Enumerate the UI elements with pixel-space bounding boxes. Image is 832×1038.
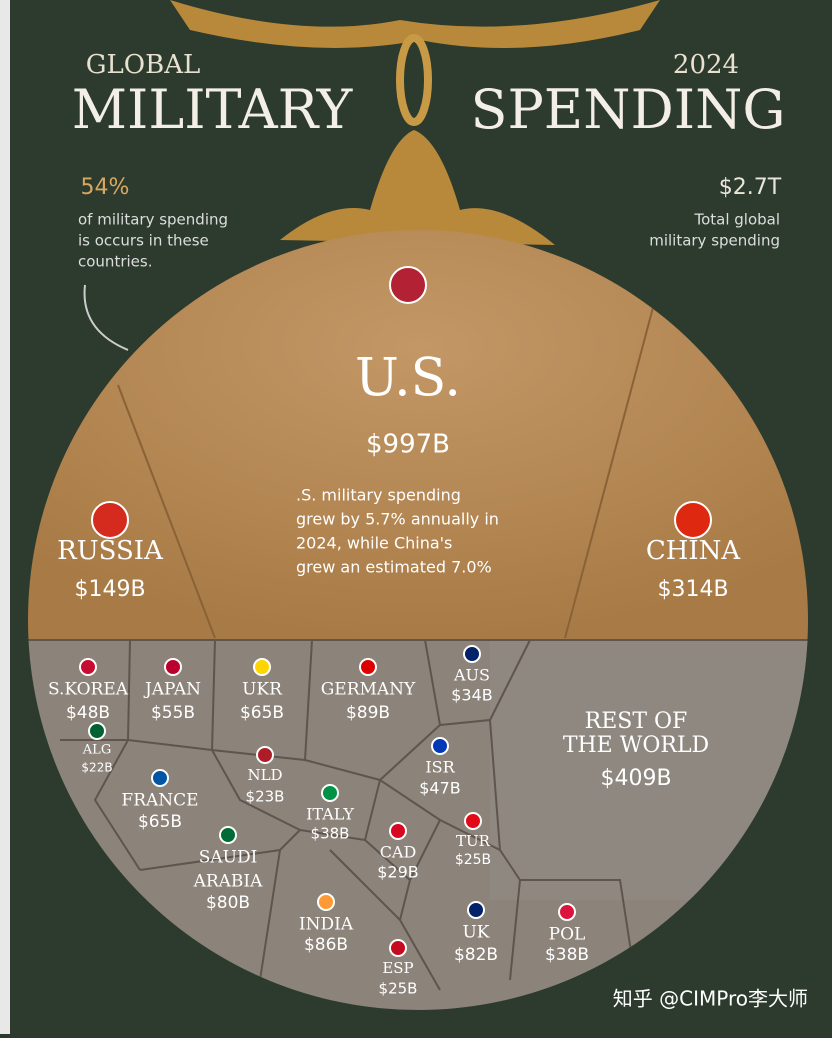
region-name: ARABIA <box>193 872 264 892</box>
region-name: UK <box>462 923 489 943</box>
share-text: is occurs in these <box>78 232 209 250</box>
region-name: JAPAN <box>143 680 201 700</box>
title-big: MILITARY <box>72 78 354 141</box>
flag <box>88 722 106 740</box>
flag <box>389 266 427 304</box>
flag <box>558 903 576 921</box>
region-name: RUSSIA <box>57 536 164 566</box>
region-value: $38B <box>311 825 350 843</box>
region-name: ISR <box>425 758 455 777</box>
flag <box>79 658 97 676</box>
region-name: INDIA <box>299 915 354 935</box>
total-text: military spending <box>649 232 780 250</box>
total-text: Total global <box>693 211 780 229</box>
region-value: $89B <box>346 703 390 723</box>
note-text: grew an estimated 7.0% <box>296 558 492 577</box>
region-value: $82B <box>454 945 498 965</box>
region-value: $314B <box>657 577 728 602</box>
edge <box>0 0 10 1034</box>
flag <box>463 645 481 663</box>
region-value: $25B <box>379 980 418 998</box>
region-value: $23B <box>246 788 285 806</box>
note-text: grew by 5.7% annually in <box>296 510 499 529</box>
flag <box>253 658 271 676</box>
ring <box>396 34 432 126</box>
flag <box>464 812 482 830</box>
region-name: THE WORLD <box>563 733 709 758</box>
arrow <box>83 284 129 351</box>
region-name: SAUDI <box>199 848 258 868</box>
region-value: $409B <box>600 766 671 791</box>
cell-borders <box>28 299 808 1010</box>
flag <box>256 746 274 764</box>
region-name: ALG <box>82 743 111 758</box>
clasp <box>280 130 555 245</box>
region-name: REST OF <box>585 709 688 734</box>
region-name: POL <box>549 925 586 945</box>
region-value: $47B <box>419 779 461 798</box>
region-value: $25B <box>455 852 491 868</box>
region-name: ITALY <box>306 805 354 824</box>
flag <box>91 501 129 539</box>
region-name: FRANCE <box>121 791 198 811</box>
hanger <box>170 0 660 48</box>
region-value: $34B <box>451 686 493 705</box>
region-name: ESP <box>382 959 413 977</box>
total-value: $2.7T <box>719 175 782 200</box>
flag <box>389 939 407 957</box>
region-value: $997B <box>366 430 450 460</box>
title-small: 2024 <box>673 50 739 80</box>
region-name: NLD <box>247 766 282 784</box>
flag <box>467 901 485 919</box>
region-name: CHINA <box>646 536 742 566</box>
flag <box>389 822 407 840</box>
region-value: $22B <box>81 761 112 775</box>
region-name: GERMANY <box>321 680 416 700</box>
flag <box>674 501 712 539</box>
region-value: $38B <box>545 945 589 965</box>
region-name: CAD <box>380 843 417 862</box>
region-name: S.KOREA <box>48 680 129 700</box>
flag <box>359 658 377 676</box>
flag <box>151 769 169 787</box>
region-value: $48B <box>66 703 110 723</box>
region-value: $65B <box>240 703 284 723</box>
flag <box>219 826 237 844</box>
region-name: AUS <box>453 666 490 685</box>
region-value: $55B <box>151 703 195 723</box>
flag <box>431 737 449 755</box>
region-value: $29B <box>377 863 419 882</box>
share-text: of military spending <box>78 211 228 229</box>
region-value: $80B <box>206 893 250 913</box>
title-big: SPENDING <box>470 78 785 141</box>
flag <box>321 784 339 802</box>
region-value: $149B <box>74 577 145 602</box>
note-text: .S. military spending <box>296 486 461 505</box>
region-name: TUR <box>456 832 491 850</box>
flag <box>317 893 335 911</box>
title-small: GLOBAL <box>86 50 201 80</box>
region-name: U.S. <box>355 349 461 409</box>
region-value: $86B <box>304 935 348 955</box>
flag <box>164 658 182 676</box>
region-value: $65B <box>138 812 182 832</box>
note-text: 2024, while China's <box>296 534 452 553</box>
region-name: UKR <box>242 680 283 700</box>
watermark: 知乎 @CIMPro李大师 <box>613 987 808 1011</box>
share-value: 54% <box>81 175 130 200</box>
share-text: countries. <box>78 253 152 271</box>
